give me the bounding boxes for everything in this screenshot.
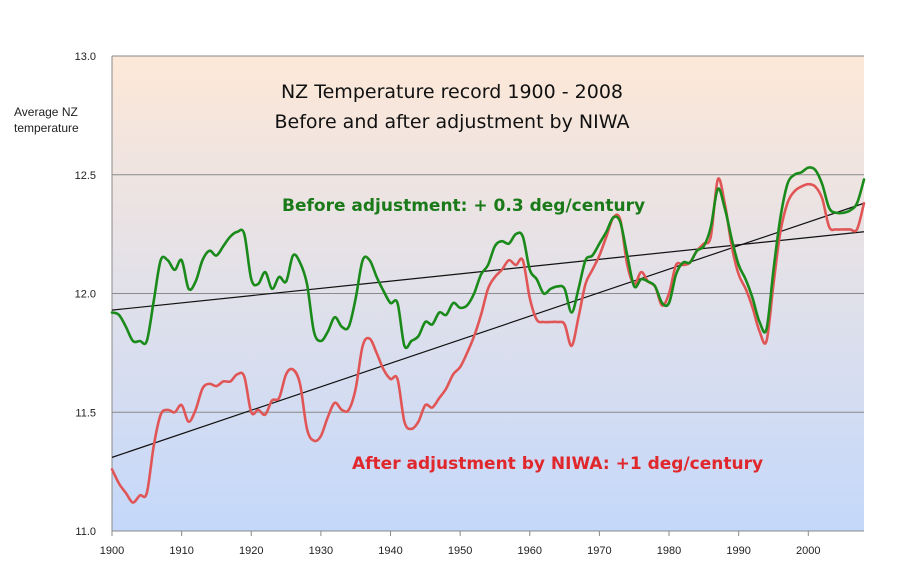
x-tick-label: 1920 (239, 545, 263, 557)
annotation-before: Before adjustment: + 0.3 deg/century (282, 196, 645, 216)
chart-title-line2: Before and after adjustment by NIWA (275, 111, 630, 133)
y-axis-label-line1: Average NZ (14, 105, 78, 119)
y-tick-label: 11.0 (75, 526, 96, 538)
series-before-line (110, 166, 866, 350)
y-tick-label: 11.5 (75, 407, 96, 419)
x-tick-label: 1950 (448, 545, 472, 557)
x-tick-label: 1990 (726, 545, 750, 557)
y-tick-label: 12.0 (75, 289, 96, 301)
annotation-after: After adjustment by NIWA: +1 deg/century (352, 454, 763, 474)
x-tick-label: 1960 (518, 545, 542, 557)
x-tick-label: 1980 (657, 545, 681, 557)
y-tick-label: 12.5 (75, 170, 96, 182)
series-lines (110, 166, 866, 504)
x-tick-label: 1930 (309, 545, 333, 557)
y-axis: 11.0 11.5 12.0 12.5 13.0 (75, 51, 113, 538)
x-tick-label: 2000 (796, 545, 820, 557)
chart-title-line1: NZ Temperature record 1900 - 2008 (281, 81, 623, 103)
after-trend-line (111, 202, 865, 458)
x-axis: 1900 1910 1920 1930 1940 1950 1960 1970 1980 1990… (100, 530, 864, 557)
x-tick-label: 1940 (378, 545, 402, 557)
series-after-line (110, 177, 866, 504)
x-tick-label: 1970 (587, 545, 611, 557)
trendlines (111, 202, 865, 458)
y-tick-label: 13.0 (75, 51, 96, 63)
before-trend-line (111, 231, 865, 311)
x-tick-label: 1900 (100, 545, 124, 557)
y-axis-label: Average NZ temperature (14, 104, 104, 136)
y-axis-label-line2: temperature (14, 121, 79, 135)
x-tick-label: 1910 (169, 545, 193, 557)
